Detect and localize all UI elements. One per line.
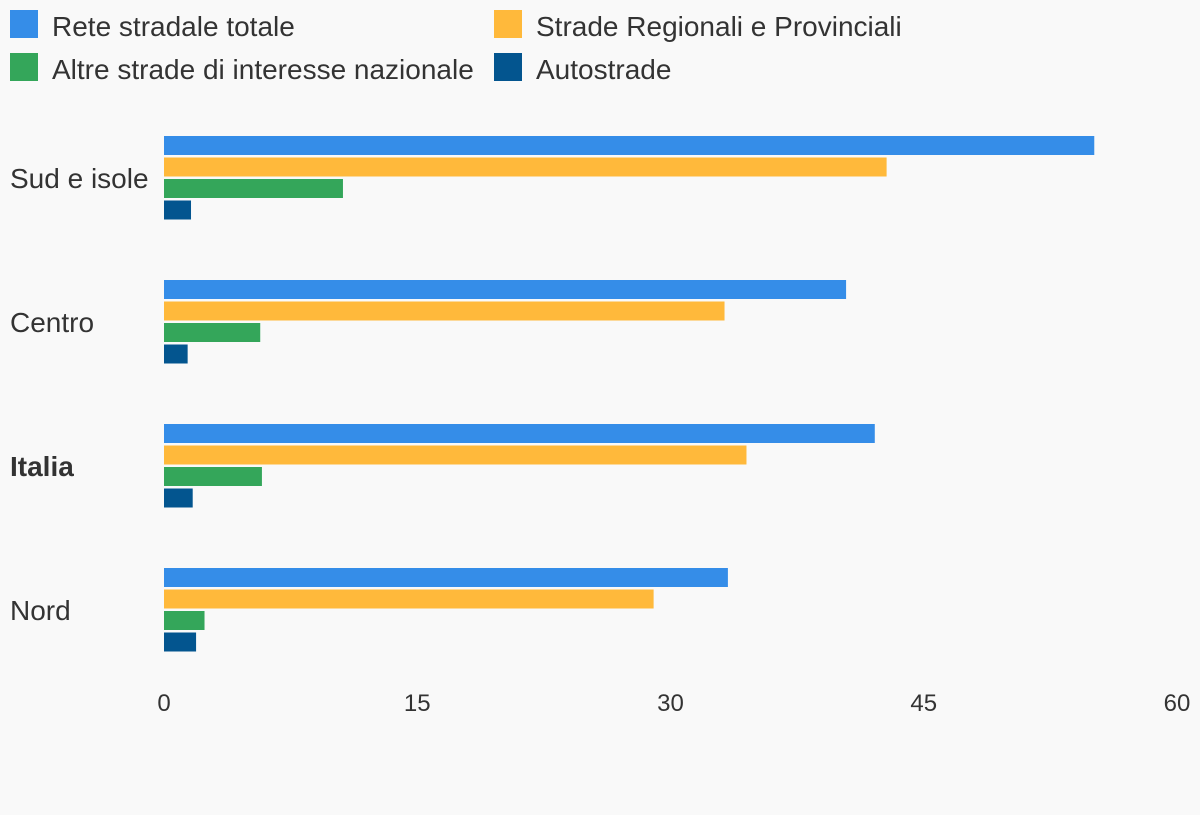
bar-1-2 bbox=[164, 157, 887, 177]
bar-4-4 bbox=[164, 632, 197, 652]
bar-1-4 bbox=[164, 200, 192, 220]
x-tick-label-1: 0 bbox=[157, 690, 170, 717]
legend-label-4: Autostrade bbox=[536, 54, 671, 85]
category-label-3: Italia bbox=[10, 451, 74, 482]
bar-3-2 bbox=[164, 445, 747, 465]
bars bbox=[164, 136, 1095, 652]
category-label-2: Centro bbox=[10, 307, 94, 338]
legend-swatch-2 bbox=[494, 10, 522, 38]
legend-label-1: Rete stradale totale bbox=[52, 11, 295, 42]
bar-2-2 bbox=[164, 301, 725, 321]
x-tick-label-2: 15 bbox=[404, 690, 431, 717]
x-tick-label-3: 30 bbox=[657, 690, 684, 717]
x-tick-label-4: 45 bbox=[910, 690, 937, 717]
bar-4-1 bbox=[164, 568, 728, 587]
bar-2-3 bbox=[164, 323, 261, 342]
bar-3-4 bbox=[164, 488, 193, 508]
legend-swatch-1 bbox=[10, 10, 38, 38]
legend-label-2: Strade Regionali e Provinciali bbox=[536, 11, 902, 42]
legend-swatch-3 bbox=[10, 53, 38, 81]
bar-2-1 bbox=[164, 280, 847, 299]
bar-2-4 bbox=[164, 344, 188, 364]
legend-label-3: Altre strade di interesse nazionale bbox=[52, 54, 474, 85]
legend-swatch-4 bbox=[494, 53, 522, 81]
x-tick-label-5: 60 bbox=[1164, 690, 1191, 717]
bar-3-1 bbox=[164, 424, 875, 443]
x-axis: 0 15 30 45 60 bbox=[157, 690, 1190, 717]
bar-3-3 bbox=[164, 467, 262, 486]
bar-1-1 bbox=[164, 136, 1095, 155]
category-label-1: Sud e isole bbox=[10, 163, 149, 194]
category-label-4: Nord bbox=[10, 595, 71, 626]
bar-4-2 bbox=[164, 589, 654, 609]
legend: Rete stradale totale Strade Regionali e P… bbox=[10, 10, 902, 85]
bar-4-3 bbox=[164, 611, 205, 630]
bar-1-3 bbox=[164, 179, 343, 198]
category-labels: Sud e isole Centro Italia Nord bbox=[10, 163, 149, 626]
